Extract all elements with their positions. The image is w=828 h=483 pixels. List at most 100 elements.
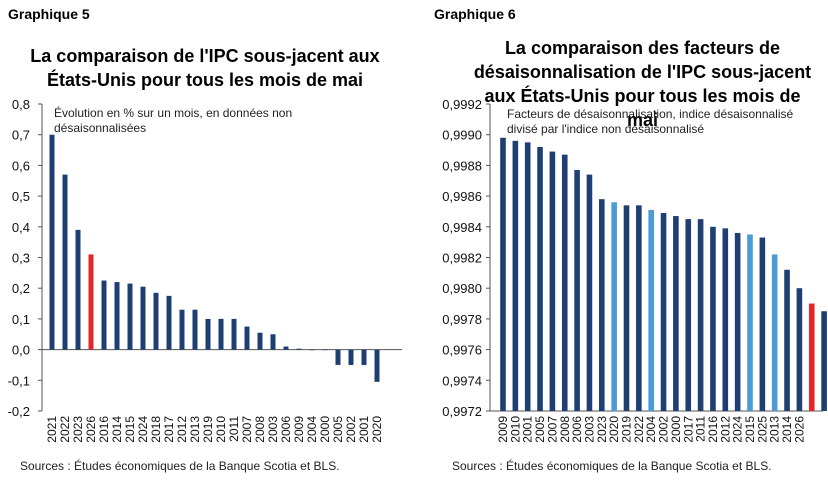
- chart6-source: Sources : Études économiques de la Banqu…: [452, 459, 772, 473]
- x-tick-label: 2010: [508, 416, 522, 443]
- x-tick-label: 2017: [162, 416, 176, 443]
- bar: [611, 202, 617, 411]
- x-tick-label: 2022: [632, 416, 646, 443]
- bar: [599, 199, 605, 411]
- x-tick-label: 2014: [780, 416, 794, 443]
- x-tick-label: 2005: [533, 416, 547, 443]
- x-tick-label: 2008: [253, 416, 267, 443]
- bar: [231, 318, 237, 350]
- y-tick-label: 0,9986: [442, 189, 482, 204]
- bar: [335, 349, 341, 365]
- x-tick-label: 2001: [357, 416, 371, 443]
- x-tick-label: 2019: [201, 416, 215, 443]
- x-tick-label: 2023: [595, 416, 609, 443]
- bar: [710, 226, 716, 411]
- chart5-title: La comparaison de l'IPC sous-jacent aux …: [30, 46, 380, 90]
- bar: [179, 309, 185, 350]
- bar: [747, 234, 753, 411]
- y-tick-label: -0,1: [8, 373, 30, 388]
- x-tick-label: 2007: [240, 416, 254, 443]
- bar: [574, 170, 580, 411]
- y-tick-label: 0,9988: [442, 158, 482, 173]
- x-tick-label: 2020: [607, 416, 621, 443]
- y-tick-label: 0,9974: [442, 373, 482, 388]
- bar: [784, 269, 790, 411]
- bar: [549, 151, 556, 411]
- x-tick-label: 2011: [227, 416, 241, 442]
- y-tick-label: 0,9992: [442, 97, 482, 112]
- y-tick-label: 0,2: [12, 281, 30, 296]
- bar: [808, 303, 815, 411]
- x-tick-label: 2005: [331, 416, 345, 443]
- y-tick-label: 0,9972: [442, 404, 482, 419]
- bar: [697, 219, 704, 411]
- bar: [101, 280, 107, 350]
- y-tick-label: 0,7: [12, 128, 30, 143]
- y-tick-label: 0,6: [12, 158, 30, 173]
- x-tick-label: 2019: [620, 416, 634, 443]
- bar: [685, 219, 692, 411]
- x-tick-label: 2017: [681, 416, 695, 443]
- bar: [166, 295, 172, 350]
- bar: [127, 283, 133, 350]
- chart6-title: La comparaison des facteurs de désaisonn…: [473, 38, 812, 130]
- bar: [537, 146, 543, 412]
- y-tick-label: 0,9990: [442, 128, 482, 143]
- y-tick-label: -0,2: [8, 404, 30, 419]
- bar: [586, 174, 593, 411]
- x-tick-label: 2002: [657, 416, 671, 443]
- x-tick-label: 2022: [58, 416, 72, 443]
- chart6-label: Graphique 6: [434, 6, 516, 22]
- x-tick-label: 2012: [718, 416, 732, 443]
- bar: [49, 134, 55, 350]
- x-tick-label: 2024: [731, 416, 745, 443]
- y-tick-label: 0,3: [12, 251, 30, 266]
- x-tick-label: 2003: [582, 416, 596, 443]
- x-tick-label: 2006: [570, 416, 584, 443]
- bar: [524, 142, 531, 411]
- bar: [636, 205, 642, 411]
- bar: [192, 309, 198, 350]
- x-tick-label: 2006: [279, 416, 293, 443]
- y-tick-label: 0,1: [12, 312, 30, 327]
- y-tick-label: 0,4: [12, 220, 30, 235]
- bar: [722, 228, 729, 411]
- y-tick-label: 0,9980: [442, 281, 482, 296]
- bar: [88, 254, 94, 350]
- chart5-label: Graphique 5: [8, 6, 90, 22]
- bar: [500, 137, 506, 411]
- y-tick-label: 0,0: [12, 343, 30, 358]
- bar: [348, 349, 354, 365]
- chart5-note: Évolution en % sur un mois, en données n…: [54, 106, 293, 135]
- bar: [796, 288, 803, 411]
- bar: [322, 349, 328, 351]
- x-tick-label: 2001: [521, 416, 535, 443]
- bar: [244, 326, 250, 350]
- bar: [623, 205, 630, 411]
- x-tick-label: 2012: [175, 416, 189, 443]
- bar: [361, 349, 367, 365]
- x-tick-label: 2025: [755, 416, 769, 443]
- y-tick-label: 0,9984: [442, 220, 482, 235]
- y-tick-label: 0,9978: [442, 312, 482, 327]
- bar: [62, 174, 68, 350]
- x-tick-label: 2013: [188, 416, 202, 443]
- bar: [140, 286, 146, 350]
- x-tick-label: 2007: [545, 416, 559, 443]
- x-tick-label: 2009: [292, 416, 306, 443]
- bar: [153, 292, 159, 350]
- bar: [114, 282, 120, 350]
- bar: [771, 254, 778, 411]
- chart6-plot: 0,9992 0,9990 0,9988 0,9986 0,9984 0,9982 0,99…: [442, 97, 827, 443]
- bar: [512, 140, 519, 411]
- x-tick-label: 2002: [344, 416, 358, 443]
- x-tick-label: 2003: [266, 416, 280, 443]
- chart5-source: Sources : Études économiques de la Banqu…: [20, 459, 340, 473]
- x-tick-label: 2004: [305, 416, 319, 443]
- bar: [257, 332, 263, 350]
- bar: [648, 209, 654, 411]
- y-tick-label: 0,5: [12, 189, 30, 204]
- y-tick-label: 0,9982: [442, 251, 482, 266]
- x-tick-label: 2024: [136, 416, 150, 443]
